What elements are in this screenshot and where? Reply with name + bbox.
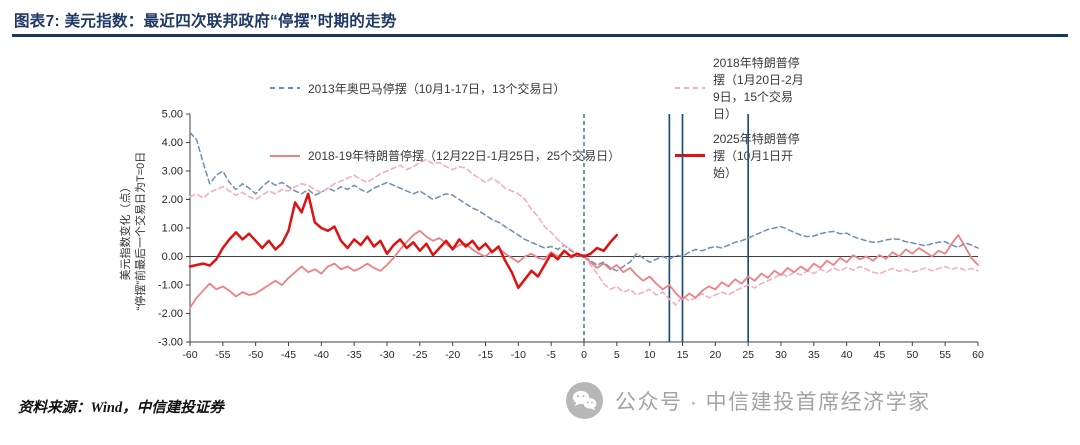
chart-legend: 2013年奥巴马停摆（10月1-17日，13个交易日） 2018年特朗普停摆（1… bbox=[270, 54, 810, 181]
legend-swatch-2025-solid-line bbox=[675, 154, 705, 157]
y-tick-label: -2.00 bbox=[158, 308, 183, 320]
x-tick-label: 25 bbox=[742, 349, 754, 361]
title-underline bbox=[12, 34, 1068, 37]
legend-item-2013: 2013年奥巴马停摆（10月1-17日，13个交易日） bbox=[270, 54, 675, 122]
legend-swatch-2018-dashed-line bbox=[675, 87, 705, 89]
x-tick-label: -40 bbox=[314, 349, 329, 361]
x-tick-label: -45 bbox=[281, 349, 296, 361]
y-tick-label: 3.00 bbox=[162, 166, 183, 178]
x-tick-label: 10 bbox=[644, 349, 656, 361]
y-tick-label: 5.00 bbox=[162, 109, 183, 121]
x-tick-label: -20 bbox=[445, 349, 460, 361]
legend-item-2025: 2025年特朗普停摆（10月1日开始） bbox=[675, 130, 810, 181]
dollar-index-line-chart: 5.004.003.002.001.000.00-1.00-2.00-3.00-… bbox=[158, 109, 984, 362]
y-tick-label: -3.00 bbox=[158, 337, 183, 349]
x-tick-label: 30 bbox=[775, 349, 787, 361]
y-tick-label: 1.00 bbox=[162, 223, 183, 235]
series-line-3 bbox=[188, 192, 619, 290]
x-tick-label: -10 bbox=[511, 349, 526, 361]
legend-label-2013: 2013年奥巴马停摆（10月1-17日，13个交易日） bbox=[308, 81, 566, 96]
x-tick-label: 55 bbox=[939, 349, 951, 361]
legend-swatch-2018-19-solid-line bbox=[270, 154, 300, 157]
x-tick-label: -25 bbox=[412, 349, 427, 361]
x-tick-label: -35 bbox=[347, 349, 362, 361]
figure-title: 图表7: 美元指数：最近四次联邦政府“停摆”时期的走势 bbox=[14, 13, 397, 30]
source-note: 资料来源：Wind，中信建投证券 bbox=[18, 400, 224, 416]
x-tick-label: -5 bbox=[546, 349, 555, 361]
watermark: 公众号 · 中信建投首席经济学家 bbox=[566, 382, 931, 419]
legend-item-2018-19: 2018-19年特朗普停摆（12月22日-1月25日，25个交易日） bbox=[270, 130, 675, 181]
x-tick-label: 35 bbox=[808, 349, 820, 361]
x-tick-label: 20 bbox=[709, 349, 721, 361]
x-tick-label: -15 bbox=[478, 349, 493, 361]
x-tick-label: 60 bbox=[972, 349, 984, 361]
y-tick-label: -1.00 bbox=[158, 280, 183, 292]
x-tick-label: 5 bbox=[614, 349, 620, 361]
y-tick-label: 0.00 bbox=[162, 251, 183, 263]
y-tick-label: 2.00 bbox=[162, 194, 183, 206]
x-tick-label: 40 bbox=[841, 349, 853, 361]
x-tick-label: 45 bbox=[874, 349, 886, 361]
legend-label-2025: 2025年特朗普停摆（10月1日开始） bbox=[713, 132, 800, 180]
wechat-icon bbox=[566, 382, 603, 419]
x-tick-label: 50 bbox=[906, 349, 918, 361]
y-tick-label: 4.00 bbox=[162, 137, 183, 149]
legend-swatch-2013-dashed-line bbox=[270, 87, 300, 89]
x-tick-label: -55 bbox=[215, 349, 230, 361]
legend-item-2018: 2018年特朗普停摆（1月20日-2月9日，15个交易日） bbox=[675, 54, 810, 122]
x-tick-label: -50 bbox=[248, 349, 263, 361]
x-tick-label: 15 bbox=[677, 349, 689, 361]
legend-label-2018: 2018年特朗普停摆（1月20日-2月9日，15个交易日） bbox=[713, 56, 804, 121]
watermark-text: 公众号 · 中信建投首席经济学家 bbox=[615, 390, 931, 414]
legend-label-2018-19: 2018-19年特朗普停摆（12月22日-1月25日，25个交易日） bbox=[308, 149, 621, 163]
x-tick-label: -60 bbox=[182, 349, 197, 361]
x-tick-label: -30 bbox=[379, 349, 394, 361]
x-tick-label: 0 bbox=[581, 349, 587, 361]
